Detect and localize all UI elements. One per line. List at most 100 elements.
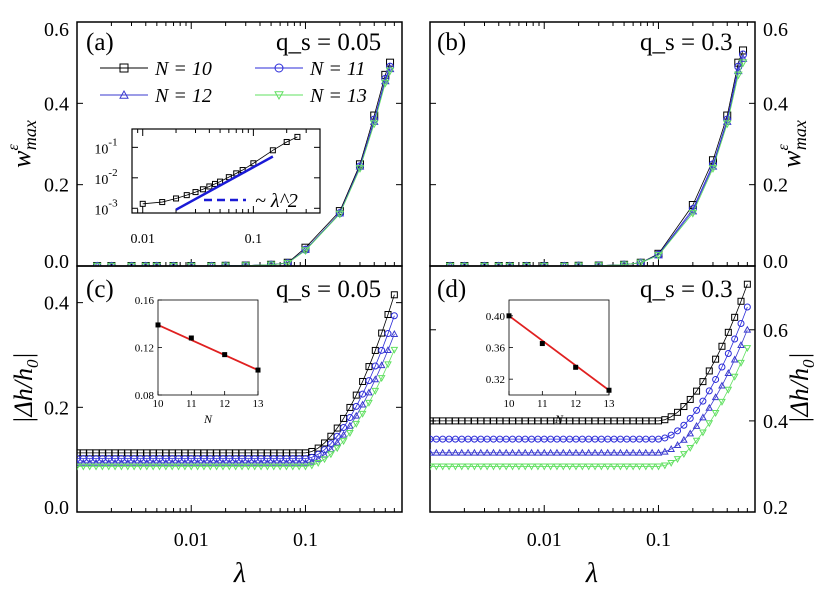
data-point <box>92 262 102 266</box>
inset-y-tick-label: 10-2 <box>94 167 117 188</box>
panel-b-axes: 0.0 0.2 0.4 0.6 <box>429 19 788 273</box>
data-point <box>597 448 606 456</box>
inset-data-point <box>222 352 228 358</box>
inset-x-tick-label: 12 <box>570 398 581 410</box>
panel-a-inset: 10-3 10-2 10-1 0.01 0.1 ~ λ^2 <box>94 128 321 247</box>
series-line-11 <box>450 54 744 266</box>
data-point <box>591 448 599 456</box>
data-point <box>355 165 365 173</box>
inset-fit-line <box>157 324 259 371</box>
data-point <box>730 355 739 363</box>
data-point <box>130 463 138 471</box>
data-point <box>574 262 583 266</box>
data-point <box>162 463 170 471</box>
data-point <box>152 262 162 266</box>
data-point <box>377 361 386 369</box>
legend-label: N = 13 <box>309 85 367 107</box>
data-point <box>718 398 726 406</box>
data-point <box>464 463 472 471</box>
data-point <box>257 463 265 471</box>
inset-data-point <box>573 364 579 370</box>
inset-x-tick-label: 13 <box>604 398 616 410</box>
data-point <box>619 261 629 266</box>
data-point <box>276 463 284 471</box>
panel-a: 0.0 0.2 0.4 0.6 (a) q_s = 0.05 N = 10 N = 11… <box>44 19 403 273</box>
data-point <box>181 458 189 466</box>
y-tick-label: 0.0 <box>44 497 69 519</box>
data-point <box>352 411 361 419</box>
panel-b-frame <box>429 21 756 267</box>
data-point <box>738 54 748 62</box>
data-point <box>718 342 726 350</box>
panel-d-frame <box>429 265 756 513</box>
data-point <box>282 458 291 466</box>
data-point <box>495 463 504 471</box>
data-point <box>743 345 752 353</box>
data-point <box>730 373 739 381</box>
legend-marker <box>274 63 284 73</box>
y-tick-label: 0.4 <box>44 93 69 115</box>
data-point <box>731 313 739 321</box>
data-point <box>168 463 177 471</box>
data-point <box>722 120 732 129</box>
y-tick-label: 0.6 <box>44 19 69 41</box>
data-point <box>301 463 310 471</box>
legend-label: N = 12 <box>154 85 212 107</box>
inset-x-tick-label: 0.01 <box>130 232 155 247</box>
data-point <box>79 458 88 466</box>
data-point <box>539 262 549 266</box>
data-point <box>546 448 555 456</box>
inset-data-point <box>159 199 166 206</box>
data-point <box>92 463 100 471</box>
data-point <box>283 259 293 266</box>
data-point <box>584 463 593 471</box>
x-tick-label: 0.1 <box>293 529 318 551</box>
data-point <box>384 346 392 354</box>
data-point <box>521 448 530 456</box>
y-tick-label: 0.2 <box>44 175 69 197</box>
data-point <box>200 463 208 471</box>
y-axis-label-b: wεmax <box>775 120 810 168</box>
y-tick-label: 0.2 <box>763 497 788 519</box>
data-point <box>712 375 720 383</box>
data-point <box>365 399 373 407</box>
inset-x-label: N <box>203 412 213 426</box>
data-point <box>572 448 580 456</box>
data-point <box>476 463 485 471</box>
data-point <box>692 437 701 445</box>
data-point <box>221 262 230 266</box>
y-tick-label: 0.4 <box>763 93 788 115</box>
data-point <box>142 458 151 466</box>
data-point <box>288 463 297 471</box>
data-point <box>527 463 536 471</box>
inset-y-tick-label: 0.12 <box>135 343 154 355</box>
data-point <box>451 448 460 456</box>
data-point <box>483 463 491 471</box>
panel-d: 0.01 0.1 0.2 0.4 0.6 (d) q_s = 0.3 10 11 12 13 N… <box>429 265 788 551</box>
series-line-10 <box>450 50 744 266</box>
inset-y-tick-label: 10-1 <box>94 136 117 157</box>
data-point <box>200 458 208 466</box>
data-point <box>212 463 221 471</box>
data-point <box>371 375 380 383</box>
data-point <box>708 165 718 173</box>
data-point <box>136 458 145 466</box>
data-point <box>339 438 348 446</box>
data-point <box>737 359 745 367</box>
panel-c-data <box>77 291 399 471</box>
legend-marker <box>274 91 284 101</box>
data-point <box>438 448 447 456</box>
data-point <box>508 463 517 471</box>
data-point <box>142 463 151 471</box>
inset-y-tick-label: 0.36 <box>486 343 506 355</box>
y-axis-label-d: |Δh/h0| <box>785 352 818 423</box>
data-point <box>358 410 367 418</box>
data-point <box>266 261 276 266</box>
panel-c-frame <box>76 265 403 513</box>
panel-d-annotation: q_s = 0.3 <box>640 276 733 303</box>
legend-marker <box>119 63 129 73</box>
panel-c-annotation: q_s = 0.05 <box>276 276 381 303</box>
data-point <box>711 393 720 401</box>
data-point <box>559 262 569 266</box>
